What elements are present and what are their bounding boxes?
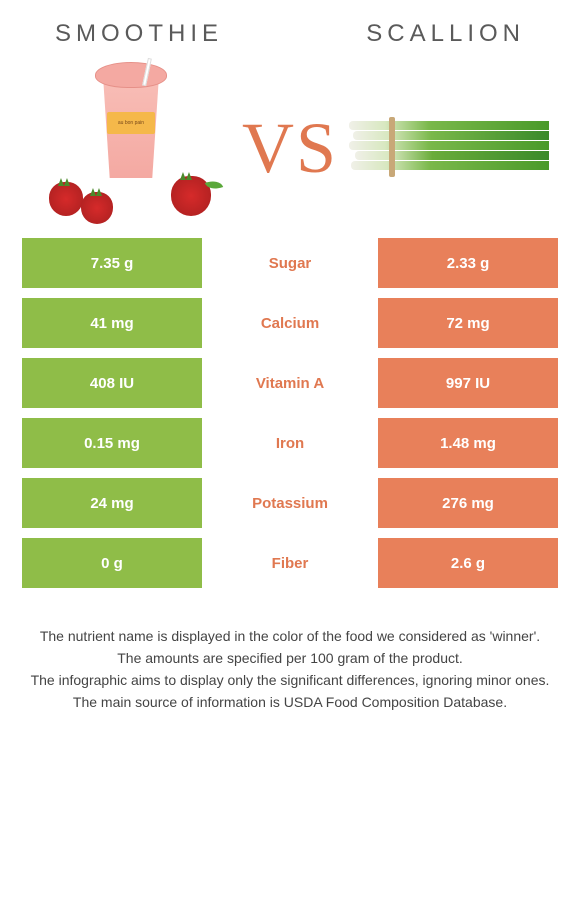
cup-label: au bon pain — [107, 112, 155, 134]
note-line: The infographic aims to display only the… — [12, 670, 568, 691]
strawberry-icon — [81, 192, 113, 224]
right-value: 997 IU — [378, 358, 558, 408]
table-row: 408 IUVitamin A997 IU — [22, 358, 558, 408]
table-row: 0.15 mgIron1.48 mg — [22, 418, 558, 468]
note-line: The nutrient name is displayed in the co… — [12, 626, 568, 647]
vs-label: VS — [242, 107, 338, 190]
right-value: 1.48 mg — [378, 418, 558, 468]
table-row: 24 mgPotassium276 mg — [22, 478, 558, 528]
right-value: 2.33 g — [378, 238, 558, 288]
nutrient-name: Fiber — [202, 538, 378, 588]
right-value: 2.6 g — [378, 538, 558, 588]
table-row: 41 mgCalcium72 mg — [22, 298, 558, 348]
footer-notes: The nutrient name is displayed in the co… — [0, 598, 580, 713]
table-row: 7.35 gSugar2.33 g — [22, 238, 558, 288]
left-food-title: Smoothie — [55, 20, 223, 48]
nutrient-name: Potassium — [202, 478, 378, 528]
note-line: The main source of information is USDA F… — [12, 692, 568, 713]
nutrient-name: Sugar — [202, 238, 378, 288]
nutrient-name: Vitamin A — [202, 358, 378, 408]
right-value: 276 mg — [378, 478, 558, 528]
nutrient-name: Calcium — [202, 298, 378, 348]
nutrient-name: Iron — [202, 418, 378, 468]
table-row: 0 gFiber2.6 g — [22, 538, 558, 588]
left-value: 24 mg — [22, 478, 202, 528]
scallion-image — [338, 103, 560, 193]
right-food-title: Scallion — [366, 20, 525, 48]
smoothie-image: au bon pain — [20, 68, 242, 228]
header: Smoothie Scallion — [0, 0, 580, 48]
strawberry-icon — [49, 182, 83, 216]
note-line: The amounts are specified per 100 gram o… — [12, 648, 568, 669]
right-value: 72 mg — [378, 298, 558, 348]
left-value: 41 mg — [22, 298, 202, 348]
left-value: 0 g — [22, 538, 202, 588]
comparison-table: 7.35 gSugar2.33 g 41 mgCalcium72 mg 408 IU… — [0, 238, 580, 588]
left-value: 0.15 mg — [22, 418, 202, 468]
hero-row: au bon pain VS — [0, 48, 580, 238]
left-value: 408 IU — [22, 358, 202, 408]
left-value: 7.35 g — [22, 238, 202, 288]
